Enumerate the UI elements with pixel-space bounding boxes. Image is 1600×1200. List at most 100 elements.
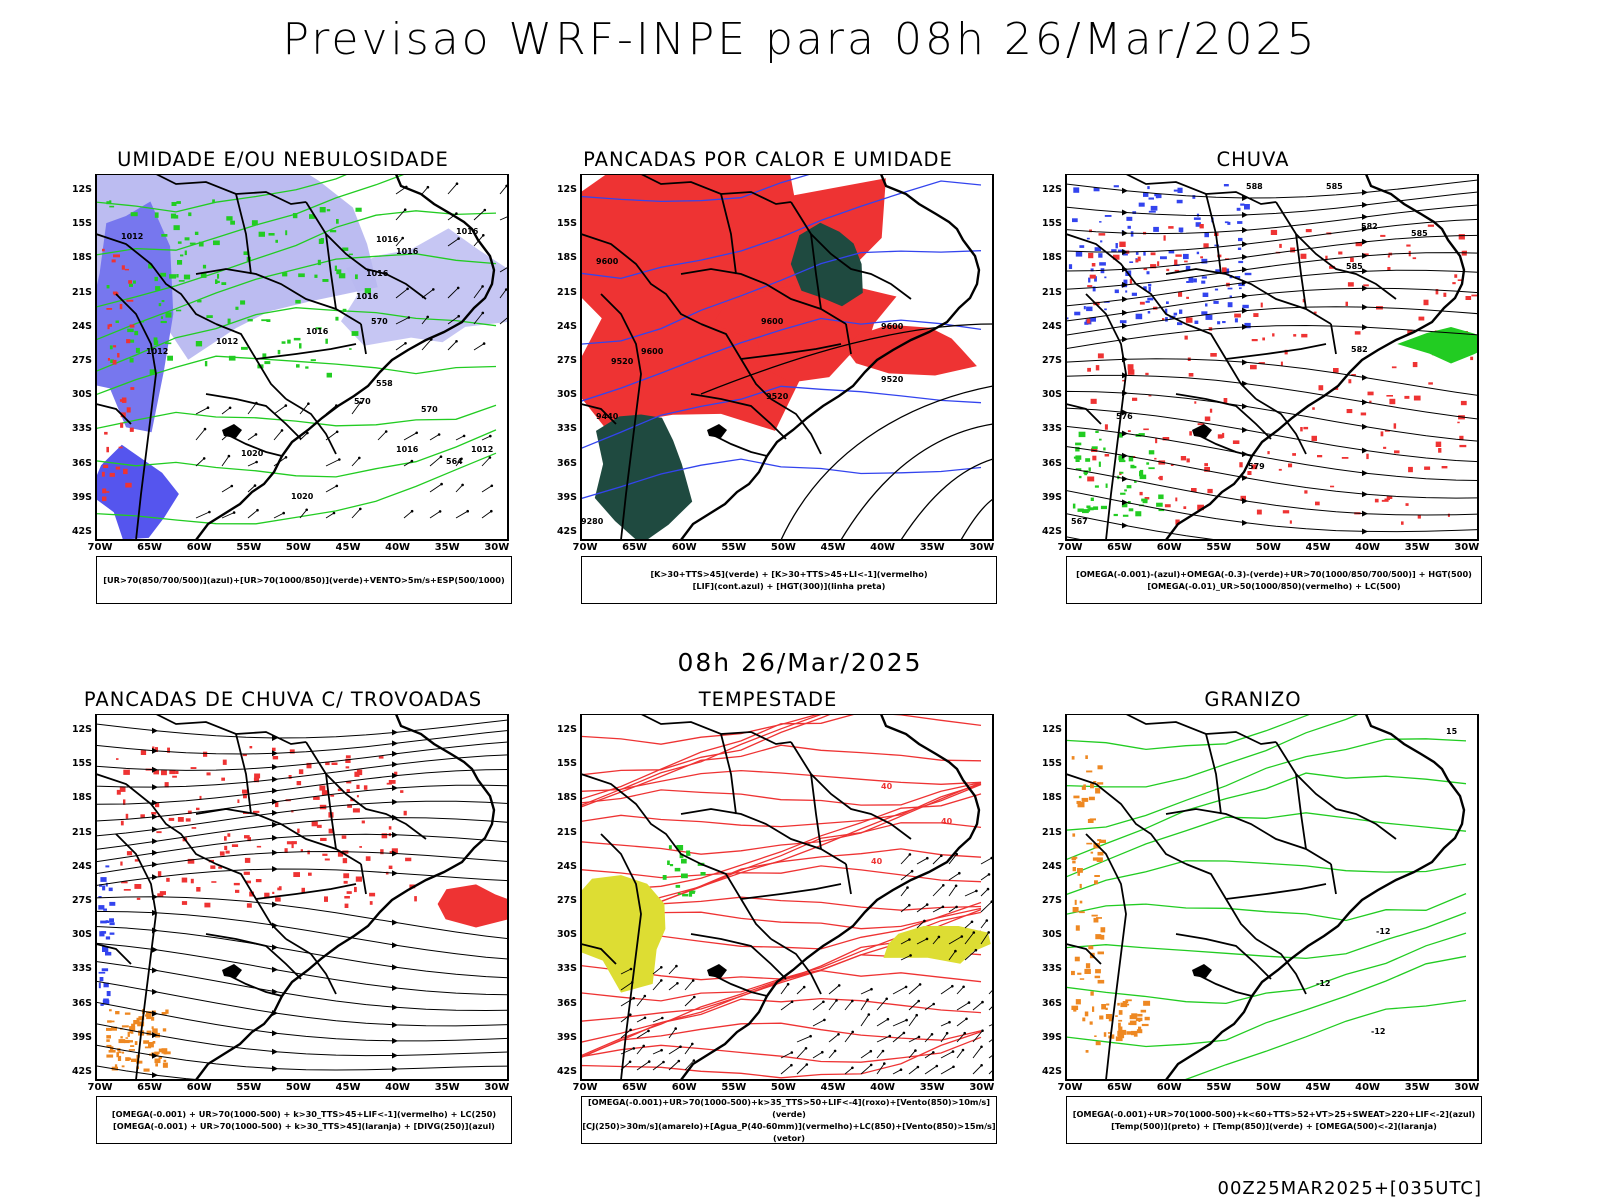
contour-label: 9520: [766, 392, 789, 401]
border-12: [96, 943, 132, 965]
contour-label: 1016: [396, 247, 419, 256]
lon-label: 60W: [671, 542, 697, 553]
lon-label: 70W: [1057, 542, 1083, 553]
lon-label: 40W: [1355, 1082, 1381, 1093]
heat-instability-area: [712, 284, 897, 383]
legend-line: [OMEGA(-0.001)+UR>70(1000-500)+k<60+TTS>…: [1072, 1109, 1476, 1119]
contour-label: 9600: [596, 257, 619, 266]
lon-label: 50W: [285, 1082, 311, 1093]
border-13: [1225, 343, 1327, 360]
contour-label: 564: [446, 457, 463, 466]
border-11: [1085, 833, 1127, 1080]
panel-legend: [K>30+TTS>45](verde) + [K>30+TTS>45+LI<-…: [581, 556, 997, 604]
map-frame: [580, 174, 994, 541]
map-frame: [95, 174, 509, 541]
lon-label: 35W: [434, 542, 460, 553]
border-8: [1330, 323, 1337, 355]
lat-label: 21S: [1041, 286, 1062, 298]
lat-label: 39S: [556, 491, 577, 503]
border-12: [1066, 403, 1102, 425]
border-10: [225, 433, 283, 457]
contour-label: 40: [881, 782, 893, 791]
wind-850-vectors: [620, 964, 696, 1071]
contour-label: -12: [1371, 1027, 1385, 1036]
contour-label: 9520: [611, 357, 634, 366]
border-7: [325, 233, 337, 310]
border-5: [285, 398, 337, 455]
panel-legend: [UR>70(850/700/500)](azul)+[UR>70(1000/8…: [96, 556, 512, 604]
lat-label: 33S: [556, 423, 577, 435]
map-canvas-4: 40 40 40: [580, 714, 994, 1081]
lat-label: 12S: [556, 184, 577, 195]
legend-line: [OMEGA(-0.001) + UR>70(1000-500) + k>30_…: [113, 1121, 495, 1131]
coastline: [1165, 714, 1466, 1080]
lon-label: 45W: [335, 1082, 361, 1093]
map-frame: [1065, 174, 1479, 541]
legend-line: [OMEGA(-0.001) + UR>70(1000-500) + k>30_…: [111, 1109, 497, 1119]
coastline: [680, 174, 981, 540]
border-11: [600, 293, 642, 540]
contour-label: 40: [941, 817, 953, 826]
lon-label: 40W: [1355, 542, 1381, 553]
lat-label: 18S: [71, 792, 92, 804]
lon-label: 40W: [870, 542, 896, 553]
lat-label: 39S: [71, 1031, 92, 1043]
border-8: [845, 323, 852, 355]
panel-tempestade: 40 40 40 12S 15S 18S 21S 24S 27S 30S 33S 36S 39S 42S 7…: [533, 688, 1003, 1188]
lat-label: 21S: [71, 286, 92, 298]
lon-label: 60W: [186, 1082, 212, 1093]
forecast-time-label: 08h 26/Mar/2025: [677, 648, 923, 677]
border-1: [96, 773, 217, 865]
convection-orange-speckles: [106, 1009, 171, 1072]
panel-title: PANCADAS DE CHUVA C/ TROVOADAS: [83, 688, 483, 711]
contour-label: 585: [1411, 229, 1428, 238]
lon-label: 45W: [820, 542, 846, 553]
lat-label: 39S: [556, 1031, 577, 1043]
border-10: [710, 973, 768, 997]
omega-500-orange-speckles: [1101, 999, 1151, 1042]
lon-label: 65W: [622, 1082, 648, 1093]
omega-strong-area: [1397, 327, 1478, 364]
lon-label: 45W: [1305, 1082, 1331, 1093]
map-canvas-5: -12 -12 -12 15: [1065, 714, 1479, 1081]
contour-label: 9600: [641, 347, 664, 356]
omega-strong-speckles: [1072, 430, 1165, 517]
border-1: [1066, 233, 1187, 325]
precipitable-water-contours: [581, 714, 982, 1079]
instability-only-area: [594, 414, 693, 540]
legend-line: [UR>70(850/700/500)](azul)+[UR>70(1000/8…: [103, 575, 505, 585]
panel-pancadas-calor: 9600 9600 9600 9520 9520 9520 9440 9280 9600 12S 1…: [533, 148, 1003, 648]
lat-label: 39S: [71, 491, 92, 503]
lat-label: 39S: [1041, 491, 1062, 503]
lon-label: 50W: [770, 542, 796, 553]
lat-label: 24S: [71, 860, 92, 872]
border-9: [205, 933, 302, 980]
lon-label: 30W: [969, 542, 995, 553]
lon-label: 70W: [572, 1082, 598, 1093]
lat-label: 30S: [556, 929, 577, 941]
border-13: [255, 343, 357, 360]
height-500-contours: [1066, 179, 1478, 540]
contour-label: 576: [1116, 412, 1133, 421]
panel-legend: [OMEGA(-0.001)+UR>70(1000-500)+k>35_TTS>…: [581, 1096, 997, 1144]
run-info: 00Z25MAR2025+[035UTC]: [1217, 1178, 1482, 1199]
omega-500-orange-speckles: [1071, 755, 1106, 1053]
lon-label: 50W: [770, 1082, 796, 1093]
height-contour: [840, 423, 993, 540]
lat-label: 42S: [71, 1066, 92, 1077]
lat-label: 24S: [71, 320, 92, 332]
contour-label: -12: [1376, 927, 1390, 936]
border-13: [740, 883, 842, 900]
panel-trovoadas: 12S 15S 18S 21S 24S 27S 30S 33S 36S 39S 42S 70W 65W 6…: [48, 688, 518, 1188]
lat-label: 12S: [71, 724, 92, 735]
border-5: [770, 938, 822, 995]
lat-label: 18S: [1041, 792, 1062, 804]
contour-label: 15: [1446, 727, 1458, 736]
lon-label: 65W: [622, 542, 648, 553]
lat-label: 15S: [556, 218, 577, 230]
lat-label: 12S: [71, 184, 92, 195]
border-6: [1205, 733, 1222, 815]
border-12: [581, 403, 617, 425]
lat-label: 33S: [1041, 963, 1062, 975]
coastline: [1165, 174, 1466, 540]
